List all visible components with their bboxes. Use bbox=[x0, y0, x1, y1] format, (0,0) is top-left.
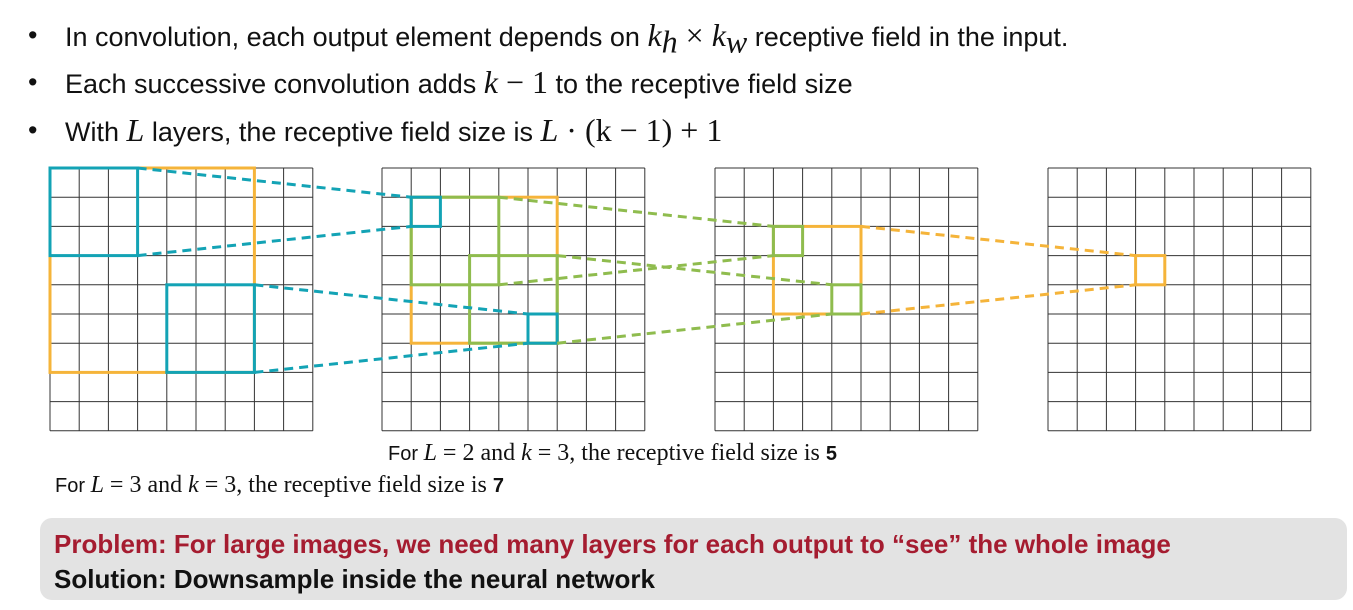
projection-line bbox=[498, 195, 774, 228]
kernel-window-bottom bbox=[165, 283, 256, 374]
projection-line bbox=[557, 254, 832, 287]
solution-text: Solution: Downsample inside the neural n… bbox=[54, 564, 655, 594]
problem-solution-callout: Problem: For large images, we need many … bbox=[40, 518, 1347, 600]
kernel-window-top bbox=[48, 166, 140, 258]
projection-line bbox=[254, 283, 529, 316]
grids bbox=[49, 167, 1312, 432]
grid-3 bbox=[714, 167, 979, 432]
output-cell bbox=[1134, 254, 1167, 287]
kernel-window-top bbox=[409, 195, 501, 287]
caption-l2: For L = 2 and k = 3, the receptive field… bbox=[388, 440, 837, 466]
projection-line bbox=[137, 166, 412, 199]
receptive-field-7 bbox=[48, 166, 256, 374]
grid-4 bbox=[1047, 167, 1312, 432]
output-cell-bottom bbox=[526, 312, 559, 345]
kernel-window-bottom bbox=[468, 254, 559, 345]
problem-text: Problem: For large images, we need many … bbox=[54, 529, 1171, 559]
caption-l3: For L = 3 and k = 3, the receptive field… bbox=[55, 472, 504, 498]
overlays bbox=[48, 166, 1167, 374]
projection-line bbox=[860, 224, 1136, 258]
output-cell-top bbox=[771, 224, 805, 258]
projection-line bbox=[860, 283, 1136, 316]
grid-1 bbox=[49, 167, 314, 432]
output-cell-bottom bbox=[830, 283, 863, 316]
projection-line bbox=[137, 224, 412, 258]
projection-line bbox=[498, 254, 774, 287]
receptive-field-3 bbox=[771, 224, 863, 316]
receptive-field-diagram bbox=[48, 166, 1312, 432]
projection-line bbox=[557, 312, 832, 345]
projection-line bbox=[254, 341, 529, 374]
receptive-field-5 bbox=[409, 195, 559, 345]
output-cell-top bbox=[409, 195, 442, 228]
